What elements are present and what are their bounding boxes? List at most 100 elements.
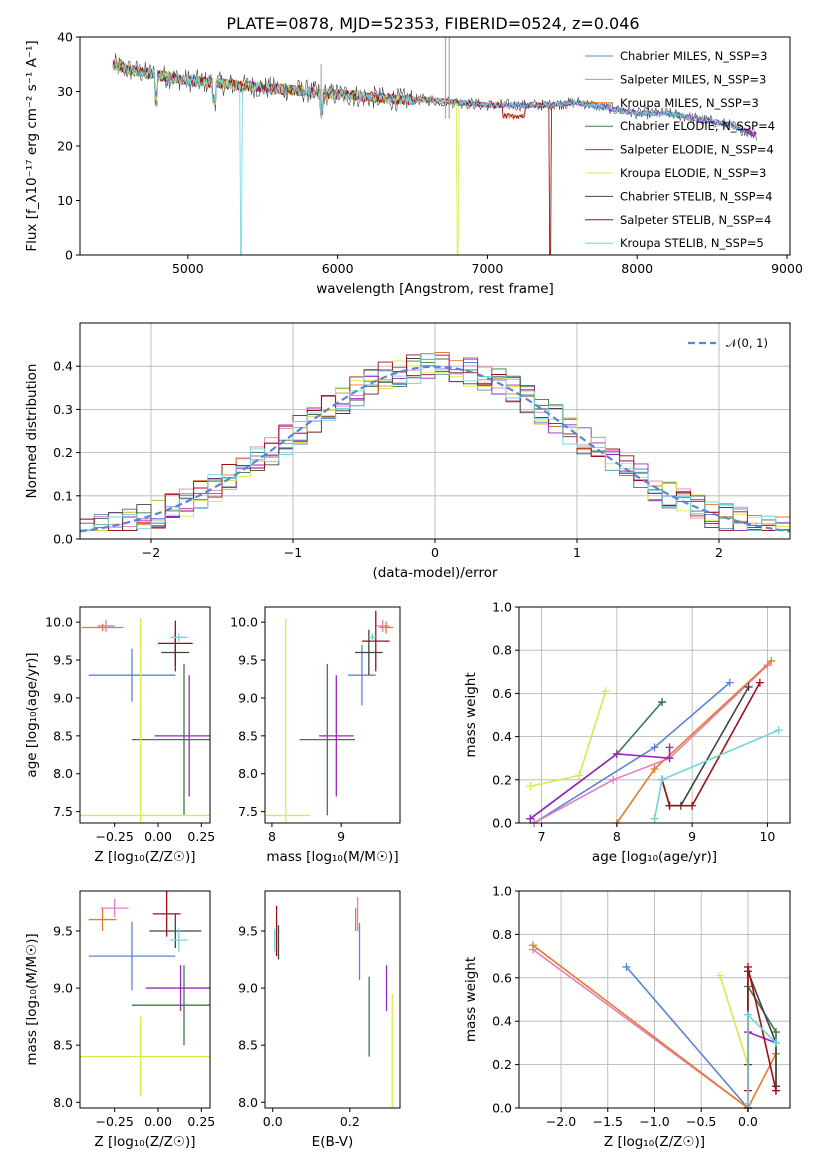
cumul-marker-s8 [743, 1099, 752, 1108]
mass_vs_Z-panel: −0.25 0.00 0.25 8.0 8.5 9.0 9.5 Z [log₁₀(Z/Z☉)]… [24, 890, 215, 1150]
x-tick-label: 7 [538, 829, 546, 844]
x-tick-label: 8 [268, 829, 276, 844]
cumul-marker-s8 [774, 726, 783, 735]
legend-label-s1: Salpeter MILES, N_SSP=3 [620, 72, 766, 86]
x-tick-label: −1 [284, 545, 302, 560]
y-tick-label: 0.4 [492, 729, 512, 744]
y-tick-label: 8.5 [53, 1038, 73, 1053]
y-tick-label: 0.0 [53, 532, 73, 547]
age_vs_mass-plot-area [265, 610, 394, 823]
y-tick-label: 40 [57, 30, 73, 45]
axes-frame [79, 606, 211, 824]
age_vs_Z-plot-area [80, 618, 210, 823]
y-tick-label: 8.0 [53, 766, 73, 781]
cumul-marker-s3 [658, 698, 667, 707]
y-tick-label: 7.5 [53, 804, 73, 819]
legend-label-s3: Chabrier ELODIE, N_SSP=4 [620, 119, 775, 133]
residuals-panel: −2 −1 0 1 2 0.0 0.1 0.2 0.3 0.4 (data-model)/error… [24, 322, 791, 581]
x-axis-label: wavelength [Angstrom, rest frame] [316, 281, 554, 297]
age_vs_mass-panel: 8 9 7.5 8.0 8.5 9.0 9.5 10.0 mass [log₁₀(M/M☉)] [230, 606, 401, 865]
legend-label-s2: Kroupa MILES, N_SSP=3 [620, 96, 759, 110]
cumul_age-plot-area [526, 657, 783, 827]
y-tick-label: 1.0 [492, 884, 512, 899]
cumul-line-s3 [747, 983, 777, 1108]
cumul-marker-s2 [767, 657, 776, 665]
y-tick-label: 8.5 [53, 728, 73, 743]
x-tick-label: 0.0 [738, 1114, 758, 1129]
figure-title: PLATE=0878, MJD=52353, FIBERID=0524, z=0… [226, 14, 639, 33]
axes-frame [79, 890, 211, 1109]
y-tick-label: 0.3 [53, 402, 73, 417]
x-tick-label: 9 [337, 829, 345, 844]
x-tick-label: 0.0 [263, 1114, 283, 1129]
cumul_Z-panel: −2.0 −1.5 −1.0 −0.5 0.0 0.0 0.2 0.4 0.6 0.8 1.0 Z [… [463, 884, 791, 1150]
cumul-marker-s8 [650, 814, 659, 823]
x-tick-label: 2 [715, 545, 723, 560]
y-tick-label: 9.5 [53, 923, 73, 938]
y-tick-label: 0.4 [492, 1014, 512, 1029]
y-tick-label: 8.5 [238, 1038, 258, 1053]
x-axis-label: Z [log₁₀(Z/Z☉)] [94, 849, 195, 865]
cumul-marker-s5 [715, 971, 724, 980]
y-tick-label: 8.0 [238, 1095, 258, 1110]
x-axis-label: mass [log₁₀(M/M☉)] [266, 849, 398, 865]
y-tick-label: 9.5 [238, 653, 258, 668]
cumul-marker-s8 [658, 775, 667, 784]
x-tick-label: −2 [142, 545, 160, 560]
cumul-marker-s0 [725, 678, 734, 687]
x-axis-label: (data-model)/error [372, 565, 498, 581]
x-tick-label: −0.25 [96, 829, 134, 844]
cumul-line-s0 [625, 966, 749, 1109]
cumul-marker-s7 [665, 801, 674, 810]
cumul-marker-s7 [743, 962, 752, 971]
cumul-marker-s8 [771, 1038, 780, 1047]
y-tick-label: 9.0 [53, 981, 73, 996]
y-tick-label: 10.0 [230, 615, 258, 630]
legend-label-s8: Kroupa STELIB, N_SSP=5 [620, 236, 764, 250]
y-tick-label: 0.2 [53, 445, 73, 460]
cumul-marker-s5 [575, 771, 584, 780]
y-tick-label: 20 [57, 139, 73, 154]
y-tick-label: 0.8 [492, 643, 512, 658]
y-tick-label: 8.5 [238, 728, 258, 743]
y-tick-label: 9.0 [238, 981, 258, 996]
x-tick-label: −1.5 [593, 1114, 623, 1129]
y-tick-label: 30 [57, 84, 73, 99]
x-tick-label: −0.5 [686, 1114, 716, 1129]
x-tick-label: 0.00 [144, 1114, 172, 1129]
y-tick-label: 0.1 [53, 488, 73, 503]
y-tick-label: 8.0 [53, 1095, 73, 1110]
x-tick-label: 5000 [172, 261, 204, 276]
spectrum-plot-area [112, 37, 757, 256]
y-tick-label: 1.0 [492, 600, 512, 615]
cumul-line-s1 [533, 664, 768, 824]
x-tick-label: 9000 [771, 261, 803, 276]
x-tick-label: 0.2 [340, 1114, 360, 1129]
y-axis-label: mass weight [463, 957, 479, 1042]
x-tick-label: 0 [431, 545, 439, 560]
spectrum-line-s8 [112, 60, 743, 256]
cumul-marker-s4 [665, 754, 674, 763]
hist-s8 [80, 353, 790, 531]
residuals-plot-area [79, 352, 791, 533]
x-tick-label: 7000 [472, 261, 504, 276]
mass_vs_ebv-plot-area [273, 896, 393, 1108]
cumul-marker-s1 [609, 775, 618, 784]
legend-label-s0: Chabrier MILES, N_SSP=3 [620, 49, 767, 63]
x-tick-label: 0.00 [144, 829, 172, 844]
cumul-line-s7 [661, 682, 761, 807]
y-tick-label: 0.8 [492, 927, 512, 942]
axes-frame [264, 606, 401, 824]
y-tick-label: 9.0 [238, 690, 258, 705]
normal-curve [79, 365, 791, 533]
y-tick-label: 10 [57, 193, 73, 208]
cumul-marker-s4 [526, 814, 535, 823]
spectrum-legend: Chabrier MILES, N_SSP=3 Salpeter MILES, N… [585, 49, 775, 250]
cumul-marker-s7 [688, 801, 697, 810]
cumul-marker-s0 [622, 962, 631, 971]
cumul-marker-s0 [650, 743, 659, 752]
cumul-line-s8 [747, 1012, 777, 1104]
y-tick-label: 0.0 [492, 816, 512, 831]
age_vs_Z-panel: −0.25 0.00 0.25 7.5 8.0 8.5 9.0 9.5 10.0 Z [log₁₀… [24, 606, 215, 865]
